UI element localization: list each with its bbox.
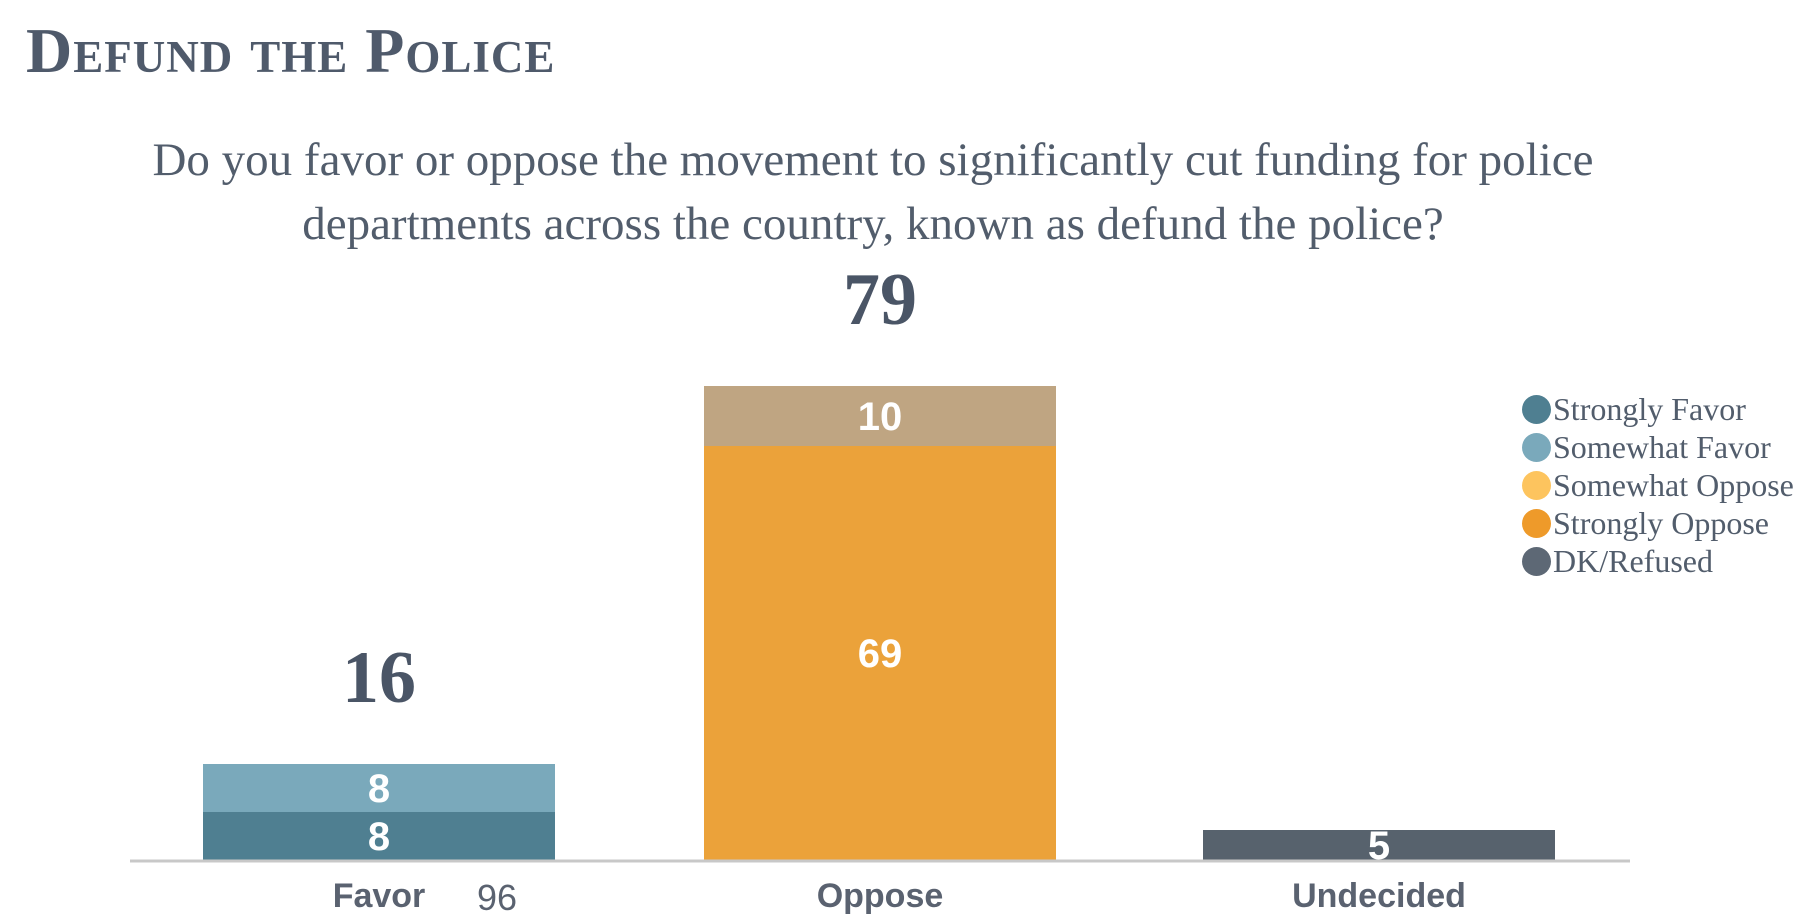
segment-value-label: 10 <box>858 395 903 439</box>
extra-number-label: 96 <box>477 877 517 914</box>
legend-item: Strongly Oppose <box>1522 504 1794 542</box>
legend-label: Strongly Favor <box>1553 390 1746 427</box>
bar-segment-strongly-favor <box>203 812 555 860</box>
question-line-1: Do you favor or oppose the movement to s… <box>152 134 1594 186</box>
segment-value-label: 69 <box>858 632 903 676</box>
legend-dot-icon <box>1522 432 1551 462</box>
legend-dot-icon <box>1522 546 1551 576</box>
legend-item: DK/Refused <box>1522 542 1794 580</box>
legend: Strongly Favor Somewhat Favor Somewhat Opp… <box>1522 390 1794 580</box>
legend-label: Somewhat Oppose <box>1553 466 1794 503</box>
legend-item: Somewhat Favor <box>1522 428 1794 466</box>
legend-dot-icon <box>1522 508 1551 538</box>
total-label: 79 <box>843 259 917 341</box>
chart-title: Defund the Police <box>26 15 556 86</box>
bar-segment-strongly-oppose <box>704 446 1056 860</box>
total-label: 16 <box>342 637 416 719</box>
bar-segment-somewhat-favor <box>203 764 555 812</box>
category-label: Favor <box>333 877 426 914</box>
segment-value-label: 8 <box>368 767 390 811</box>
legend-item: Strongly Favor <box>1522 390 1794 428</box>
legend-label: Somewhat Favor <box>1553 428 1771 465</box>
category-label: Undecided <box>1292 877 1466 914</box>
bar-segment-somewhat-oppose <box>704 386 1056 446</box>
survey-question: Do you favor or oppose the movement to s… <box>0 128 1746 256</box>
legend-item: Somewhat Oppose <box>1522 466 1794 504</box>
legend-dot-icon <box>1522 470 1551 500</box>
legend-label: DK/Refused <box>1553 542 1713 579</box>
category-label: Oppose <box>817 877 944 914</box>
bar-segment-dk-refused <box>1203 830 1555 860</box>
segment-value-label: 5 <box>1368 824 1390 868</box>
question-line-2: departments across the country, known as… <box>302 198 1444 250</box>
legend-dot-icon <box>1522 394 1551 424</box>
legend-label: Strongly Oppose <box>1553 504 1769 541</box>
segment-value-label: 8 <box>368 815 390 859</box>
